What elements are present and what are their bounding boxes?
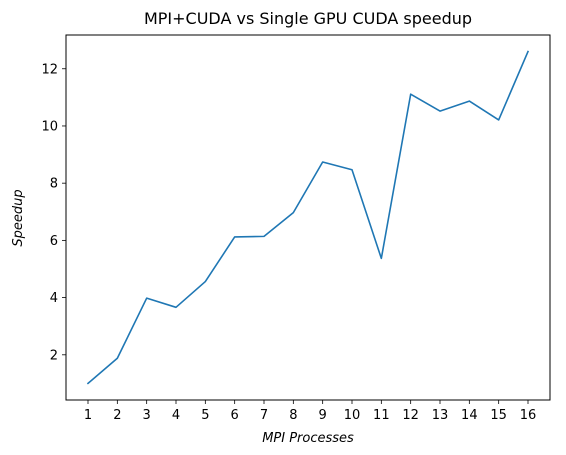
chart-title: MPI+CUDA vs Single GPU CUDA speedup — [144, 9, 472, 28]
y-axis-label: Speedup — [11, 189, 26, 246]
data-point — [497, 118, 500, 121]
x-tick-label: 8 — [289, 408, 297, 423]
data-point — [233, 235, 236, 238]
x-tick-label: 12 — [402, 408, 419, 423]
data-point — [87, 382, 90, 385]
data-point — [321, 161, 324, 164]
x-tick-label: 4 — [172, 408, 180, 423]
data-point — [409, 93, 412, 96]
x-tick-label: 5 — [201, 408, 209, 423]
x-tick-label: 2 — [113, 408, 121, 423]
data-point — [351, 168, 354, 171]
x-tick-label: 14 — [461, 408, 478, 423]
x-tick-label: 15 — [490, 408, 507, 423]
data-point — [527, 50, 530, 53]
y-tick-label: 6 — [50, 234, 58, 249]
y-tick-label: 12 — [41, 62, 58, 77]
data-point — [292, 211, 295, 214]
data-point — [439, 110, 442, 113]
data-point — [204, 280, 207, 283]
data-point — [468, 100, 471, 103]
series-line — [86, 50, 530, 385]
data-point — [175, 306, 178, 309]
y-tick-label: 10 — [41, 119, 58, 134]
x-tick-label: 7 — [260, 408, 268, 423]
data-point — [116, 357, 119, 360]
x-tick-label: 11 — [373, 408, 390, 423]
x-axis-label: MPI Processes — [262, 431, 354, 446]
data-point — [145, 297, 148, 300]
x-tick-label: 3 — [143, 408, 151, 423]
x-tick-label: 13 — [432, 408, 449, 423]
x-tick-label: 10 — [344, 408, 361, 423]
plot-frame — [65, 34, 551, 401]
y-tick-label: 2 — [50, 348, 58, 363]
x-tick-label: 16 — [520, 408, 537, 423]
x-tick-label: 6 — [231, 408, 239, 423]
x-tick-label: 1 — [84, 408, 92, 423]
data-point — [263, 235, 266, 238]
y-tick-label: 8 — [50, 177, 58, 192]
x-tick-label: 9 — [319, 408, 327, 423]
y-tick-label: 4 — [50, 291, 58, 306]
data-point — [380, 257, 383, 260]
